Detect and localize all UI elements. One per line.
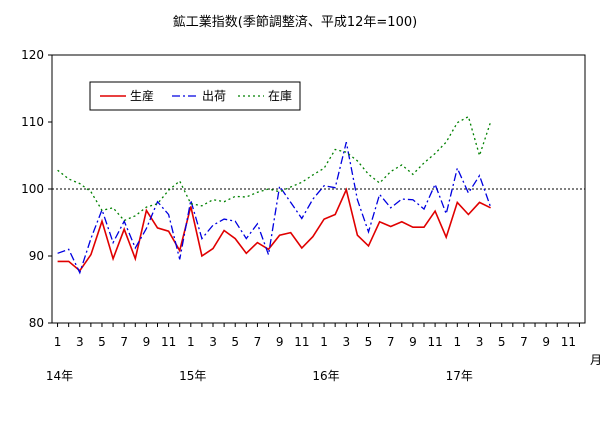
x-tick-label: 5 xyxy=(231,335,239,349)
series-line-2 xyxy=(57,141,492,275)
x-tick-label: 3 xyxy=(76,335,84,349)
year-label: 14年 xyxy=(46,369,73,383)
year-label: 16年 xyxy=(312,369,339,383)
x-tick-label: 1 xyxy=(320,335,328,349)
x-tick-label: 3 xyxy=(476,335,484,349)
x-tick-label: 9 xyxy=(143,335,151,349)
x-tick-label: 1 xyxy=(453,335,461,349)
x-tick-label: 1 xyxy=(187,335,195,349)
legend-label: 出荷 xyxy=(202,89,226,103)
legend-label: 在庫 xyxy=(268,89,292,103)
x-tick-label: 9 xyxy=(409,335,417,349)
series-line-1 xyxy=(57,187,491,272)
x-tick-label: 7 xyxy=(254,335,262,349)
y-axis: 80 90 100 110 120 xyxy=(21,48,52,330)
year-label: 15年 xyxy=(179,369,206,383)
x-tick-label: 7 xyxy=(387,335,395,349)
y-tick-label: 120 xyxy=(21,48,44,62)
x-tick-label: 11 xyxy=(294,335,309,349)
series-line-3 xyxy=(57,115,492,222)
year-label: 17年 xyxy=(446,369,473,383)
x-tick-label: 11 xyxy=(561,335,576,349)
x-tick-label: 11 xyxy=(161,335,176,349)
x-tick-label: 7 xyxy=(520,335,528,349)
legend-label: 生産 xyxy=(130,88,154,103)
y-tick-label: 80 xyxy=(29,316,44,330)
x-tick-label: 5 xyxy=(365,335,373,349)
x-tick-label: 3 xyxy=(342,335,350,349)
series-group xyxy=(57,115,492,275)
y-tick-label: 100 xyxy=(21,182,44,196)
x-tick-label: 1 xyxy=(54,335,62,349)
x-unit-label: 月 xyxy=(590,353,602,367)
chart-title: 鉱工業指数(季節調整済、平成12年=100) xyxy=(173,14,417,30)
y-tick-label: 110 xyxy=(21,115,44,129)
x-tick-label: 5 xyxy=(498,335,506,349)
y-tick-label: 90 xyxy=(29,249,44,263)
x-tick-label: 7 xyxy=(120,335,128,349)
x-tick-label: 5 xyxy=(98,335,106,349)
x-tick-label: 9 xyxy=(542,335,550,349)
x-tick-label: 3 xyxy=(209,335,217,349)
x-tick-label: 11 xyxy=(427,335,442,349)
legend: 生産 出荷 在庫 xyxy=(89,81,301,111)
x-tick-label: 9 xyxy=(276,335,284,349)
